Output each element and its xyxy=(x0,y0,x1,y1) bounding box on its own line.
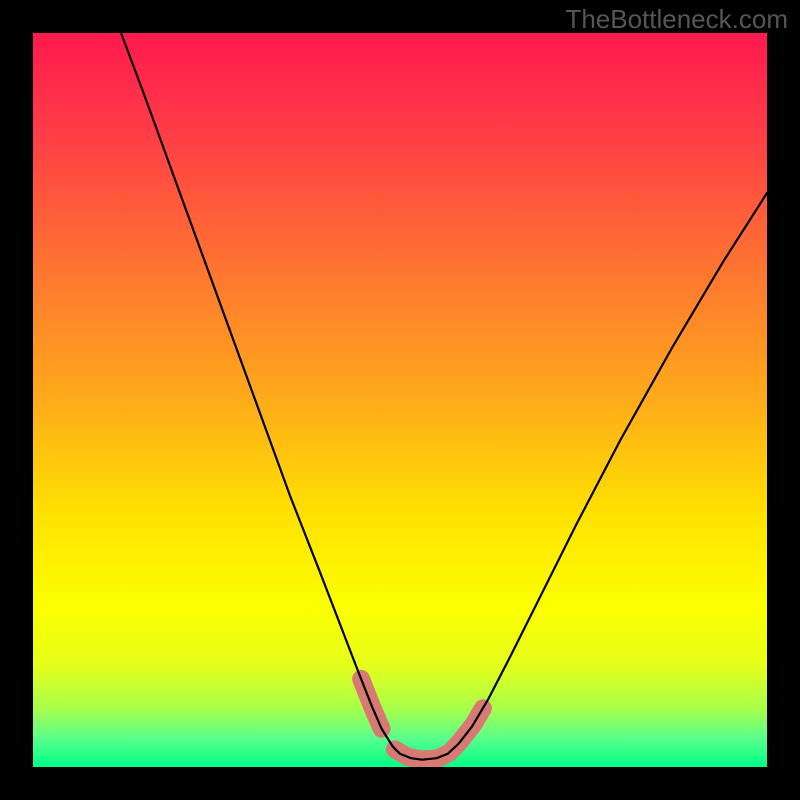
watermark-text: TheBottleneck.com xyxy=(565,4,788,35)
chart-svg xyxy=(0,0,800,800)
plot-background xyxy=(33,33,767,767)
chart-container: TheBottleneck.com xyxy=(0,0,800,800)
